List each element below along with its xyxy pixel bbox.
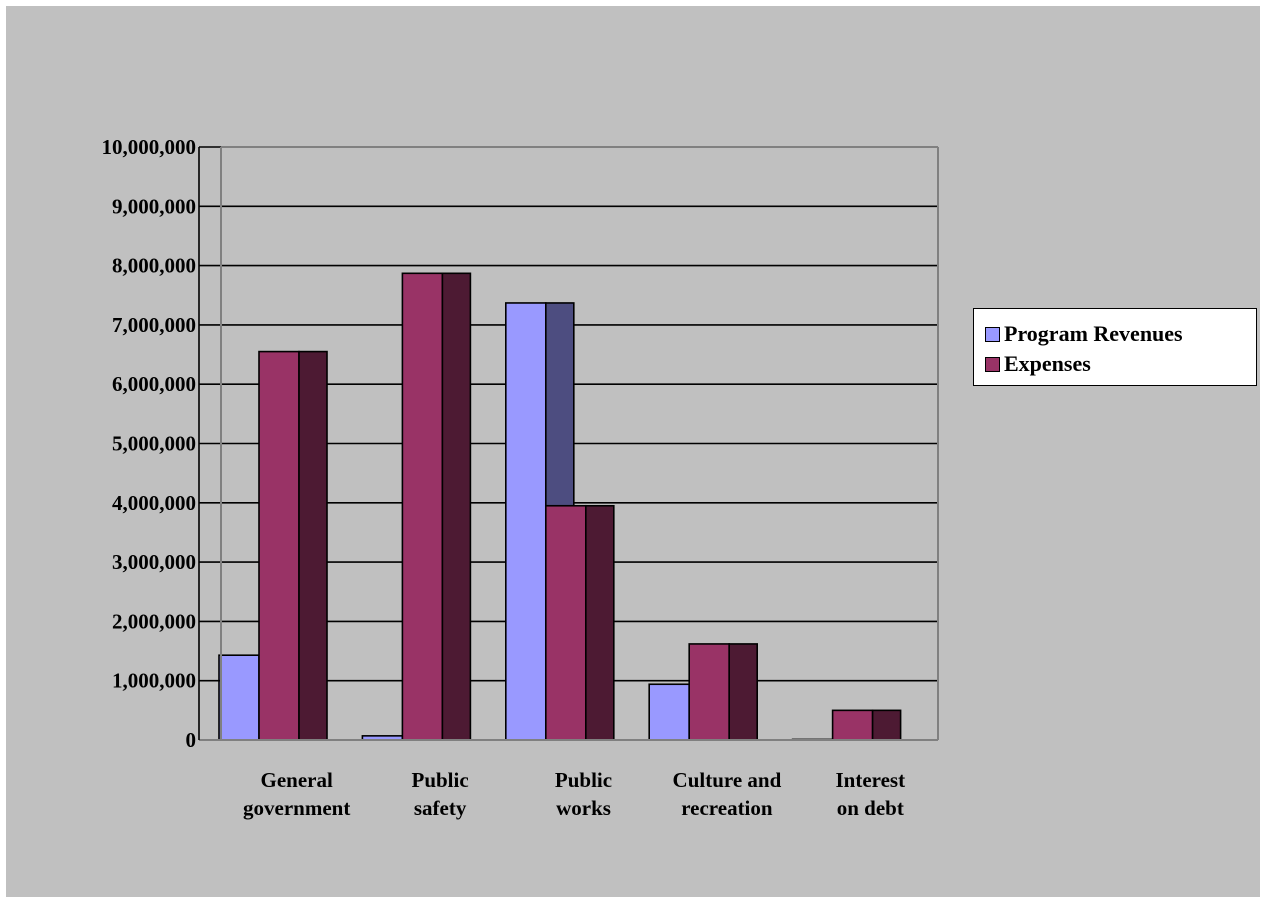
bar-expenses-culture-and-recreation [688, 643, 731, 741]
bar-side-expenses-public-works [584, 504, 615, 741]
bar-side-expenses-general-government [298, 350, 328, 741]
x-tick-label-public-works: Public [555, 768, 612, 792]
bar-side-program-revenues-public-works [544, 302, 575, 507]
y-tick-label: 9,000,000 [112, 194, 196, 218]
y-tick-label: 1,000,000 [112, 669, 196, 693]
x-tick-label-culture-and-recreation: recreation [681, 796, 773, 820]
bars [218, 272, 902, 741]
bar-program-revenues-public-works [504, 302, 547, 741]
bar-program-revenues-general-government [218, 654, 260, 741]
legend-item-expenses: Expenses [985, 349, 1256, 379]
axes [198, 146, 939, 741]
bar-side-expenses-public-safety [441, 272, 472, 741]
chart-area: 0 1,000,000 2,000,000 3,000,000 4,000,000 5,0… [6, 6, 1260, 897]
legend-item-program-revenues: Program Revenues [985, 319, 1256, 349]
y-tick-label: 10,000,000 [102, 135, 197, 159]
y-tick-label: 4,000,000 [112, 491, 196, 515]
bar-expenses-public-works [544, 504, 587, 741]
y-tick-label: 0 [186, 728, 197, 752]
axis-labels: 0 1,000,000 2,000,000 3,000,000 4,000,000 5,0… [102, 135, 906, 820]
y-tick-label: 7,000,000 [112, 313, 196, 337]
x-tick-label-public-safety: Public [412, 768, 469, 792]
y-tick-label: 3,000,000 [112, 550, 196, 574]
y-tick-label: 8,000,000 [112, 254, 196, 278]
legend-label-program-revenues: Program Revenues [1004, 321, 1183, 346]
bar-program-revenues-culture-and-recreation [648, 683, 691, 741]
x-tick-label-interest-on-debt: Interest [836, 768, 906, 792]
y-tick-label: 5,000,000 [112, 432, 196, 456]
legend-label-expenses: Expenses [1004, 351, 1091, 376]
legend-swatch-program-revenues [985, 326, 1000, 342]
bar-expenses-general-government [258, 350, 300, 741]
x-tick-label-general-government: General [261, 768, 333, 792]
x-tick-label-public-works: works [556, 796, 611, 820]
x-tick-label-general-government: government [243, 796, 350, 820]
x-tick-label-public-safety: safety [414, 796, 467, 820]
bar-expenses-public-safety [401, 272, 444, 741]
y-tick-label: 2,000,000 [112, 609, 196, 633]
y-tick-label: 6,000,000 [112, 372, 196, 396]
bar-chart: 0 1,000,000 2,000,000 3,000,000 4,000,000 5,0… [102, 135, 939, 820]
x-tick-label-interest-on-debt: on debt [837, 796, 904, 820]
bar-expenses-interest-on-debt [831, 709, 874, 741]
legend: Program Revenues Expenses [973, 308, 1257, 386]
legend-swatch-expenses [985, 356, 1000, 372]
x-tick-label-culture-and-recreation: Culture and [673, 768, 782, 792]
bar-side-expenses-culture-and-recreation [728, 643, 759, 741]
bar-side-expenses-interest-on-debt [871, 709, 902, 741]
